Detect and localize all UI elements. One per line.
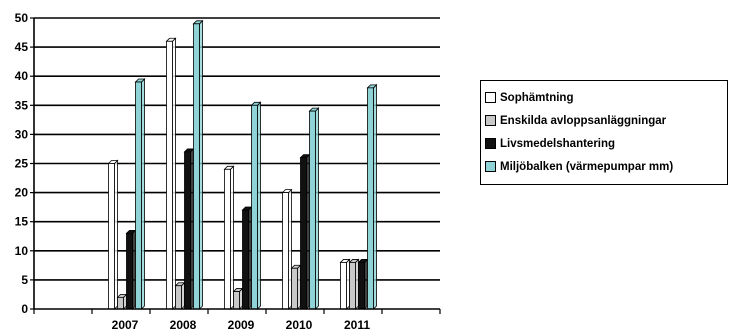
bar bbox=[308, 107, 320, 310]
legend-item-livsmedel: Livsmedelshantering bbox=[485, 132, 723, 155]
bar bbox=[165, 37, 177, 310]
bar bbox=[357, 258, 369, 310]
y-tick-label: 20 bbox=[15, 186, 29, 200]
bar-front bbox=[349, 262, 356, 310]
bar bbox=[116, 293, 128, 310]
y-tick-label: 10 bbox=[15, 244, 29, 258]
bar bbox=[125, 229, 137, 310]
bar-front bbox=[166, 40, 173, 310]
bar bbox=[223, 165, 235, 310]
legend: Sophämtning Enskilda avloppsanläggningar… bbox=[480, 80, 728, 185]
legend-swatch bbox=[485, 92, 496, 103]
bar-side bbox=[114, 159, 118, 310]
bar-side bbox=[315, 107, 319, 310]
x-tick-label: 2009 bbox=[228, 318, 255, 332]
legend-swatch bbox=[485, 161, 496, 172]
bar bbox=[134, 78, 146, 310]
bar-front bbox=[175, 285, 182, 310]
bars bbox=[107, 19, 378, 310]
bar-front bbox=[251, 104, 258, 310]
bar-front bbox=[291, 267, 298, 310]
bar bbox=[174, 281, 186, 310]
bar-side bbox=[355, 258, 359, 310]
y-tick-labels: 0 5 10 15 20 25 30 35 40 45 50 bbox=[15, 11, 29, 316]
bar bbox=[281, 188, 293, 310]
bar-side bbox=[373, 83, 377, 310]
bar-side bbox=[132, 229, 136, 310]
legend-swatch bbox=[485, 115, 496, 126]
y-tick-label: 35 bbox=[15, 98, 29, 112]
bar bbox=[241, 206, 253, 310]
x-tick-label: 2010 bbox=[286, 318, 313, 332]
bar bbox=[299, 153, 311, 310]
legend-item-miljobalken: Miljöbalken (värmepumpar mm) bbox=[485, 155, 723, 178]
bar-side bbox=[172, 37, 176, 310]
bar-front bbox=[117, 296, 124, 310]
bar-front bbox=[224, 168, 231, 310]
bar-front bbox=[367, 87, 374, 310]
legend-item-enskilda-avlopp: Enskilda avloppsanläggningar bbox=[485, 109, 723, 132]
bar bbox=[232, 287, 244, 310]
y-tick-label: 30 bbox=[15, 127, 29, 141]
bar-side bbox=[364, 258, 368, 310]
y-tick-label: 40 bbox=[15, 69, 29, 83]
bar-front bbox=[358, 262, 365, 310]
y-tick-label: 50 bbox=[15, 11, 29, 25]
bar-front bbox=[184, 151, 191, 310]
axes bbox=[30, 17, 441, 314]
y-tick-label: 25 bbox=[15, 157, 29, 171]
bar-side bbox=[230, 165, 234, 310]
bar-front bbox=[309, 110, 316, 310]
bar-side bbox=[306, 153, 310, 310]
bar-front bbox=[126, 232, 133, 310]
bar-front bbox=[300, 157, 307, 310]
bar-front bbox=[135, 81, 142, 310]
bar-side bbox=[190, 147, 194, 310]
y-tick-label: 5 bbox=[21, 273, 28, 287]
x-tick-labels: 2007 2008 2009 2010 2011 bbox=[112, 318, 371, 332]
bar bbox=[366, 83, 378, 310]
y-tick-label: 15 bbox=[15, 215, 29, 229]
x-tick-label: 2008 bbox=[170, 318, 197, 332]
bar-side bbox=[257, 101, 261, 310]
legend-swatch bbox=[485, 138, 496, 149]
x-tick-label: 2007 bbox=[112, 318, 139, 332]
bar bbox=[290, 264, 302, 310]
bar-side bbox=[181, 281, 185, 310]
bar-side bbox=[141, 78, 145, 310]
bar-front bbox=[282, 192, 289, 310]
y-tick-label: 45 bbox=[15, 40, 29, 54]
bar bbox=[348, 258, 360, 310]
bar-front bbox=[340, 262, 347, 310]
bar-side bbox=[346, 258, 350, 310]
bar bbox=[250, 101, 262, 310]
x-tick-label: 2011 bbox=[344, 318, 370, 332]
bar bbox=[183, 147, 195, 310]
bar bbox=[107, 159, 119, 310]
bar-front bbox=[242, 209, 249, 310]
bar-front bbox=[108, 163, 115, 310]
y-tick-label: 0 bbox=[21, 302, 28, 316]
gridlines bbox=[34, 17, 440, 281]
legend-label: Sophämtning bbox=[500, 91, 574, 104]
bar-front bbox=[193, 23, 200, 310]
legend-item-sophamtning: Sophämtning bbox=[485, 86, 723, 109]
bar bbox=[192, 19, 204, 310]
legend-label: Enskilda avloppsanläggningar bbox=[500, 114, 667, 127]
legend-label: Miljöbalken (värmepumpar mm) bbox=[500, 160, 674, 173]
legend-label: Livsmedelshantering bbox=[500, 137, 616, 150]
bar-side bbox=[288, 188, 292, 310]
bar-side bbox=[199, 19, 203, 310]
bar-front bbox=[233, 291, 240, 310]
bar-side bbox=[248, 206, 252, 310]
bar-side bbox=[297, 264, 301, 310]
bar bbox=[339, 258, 351, 310]
